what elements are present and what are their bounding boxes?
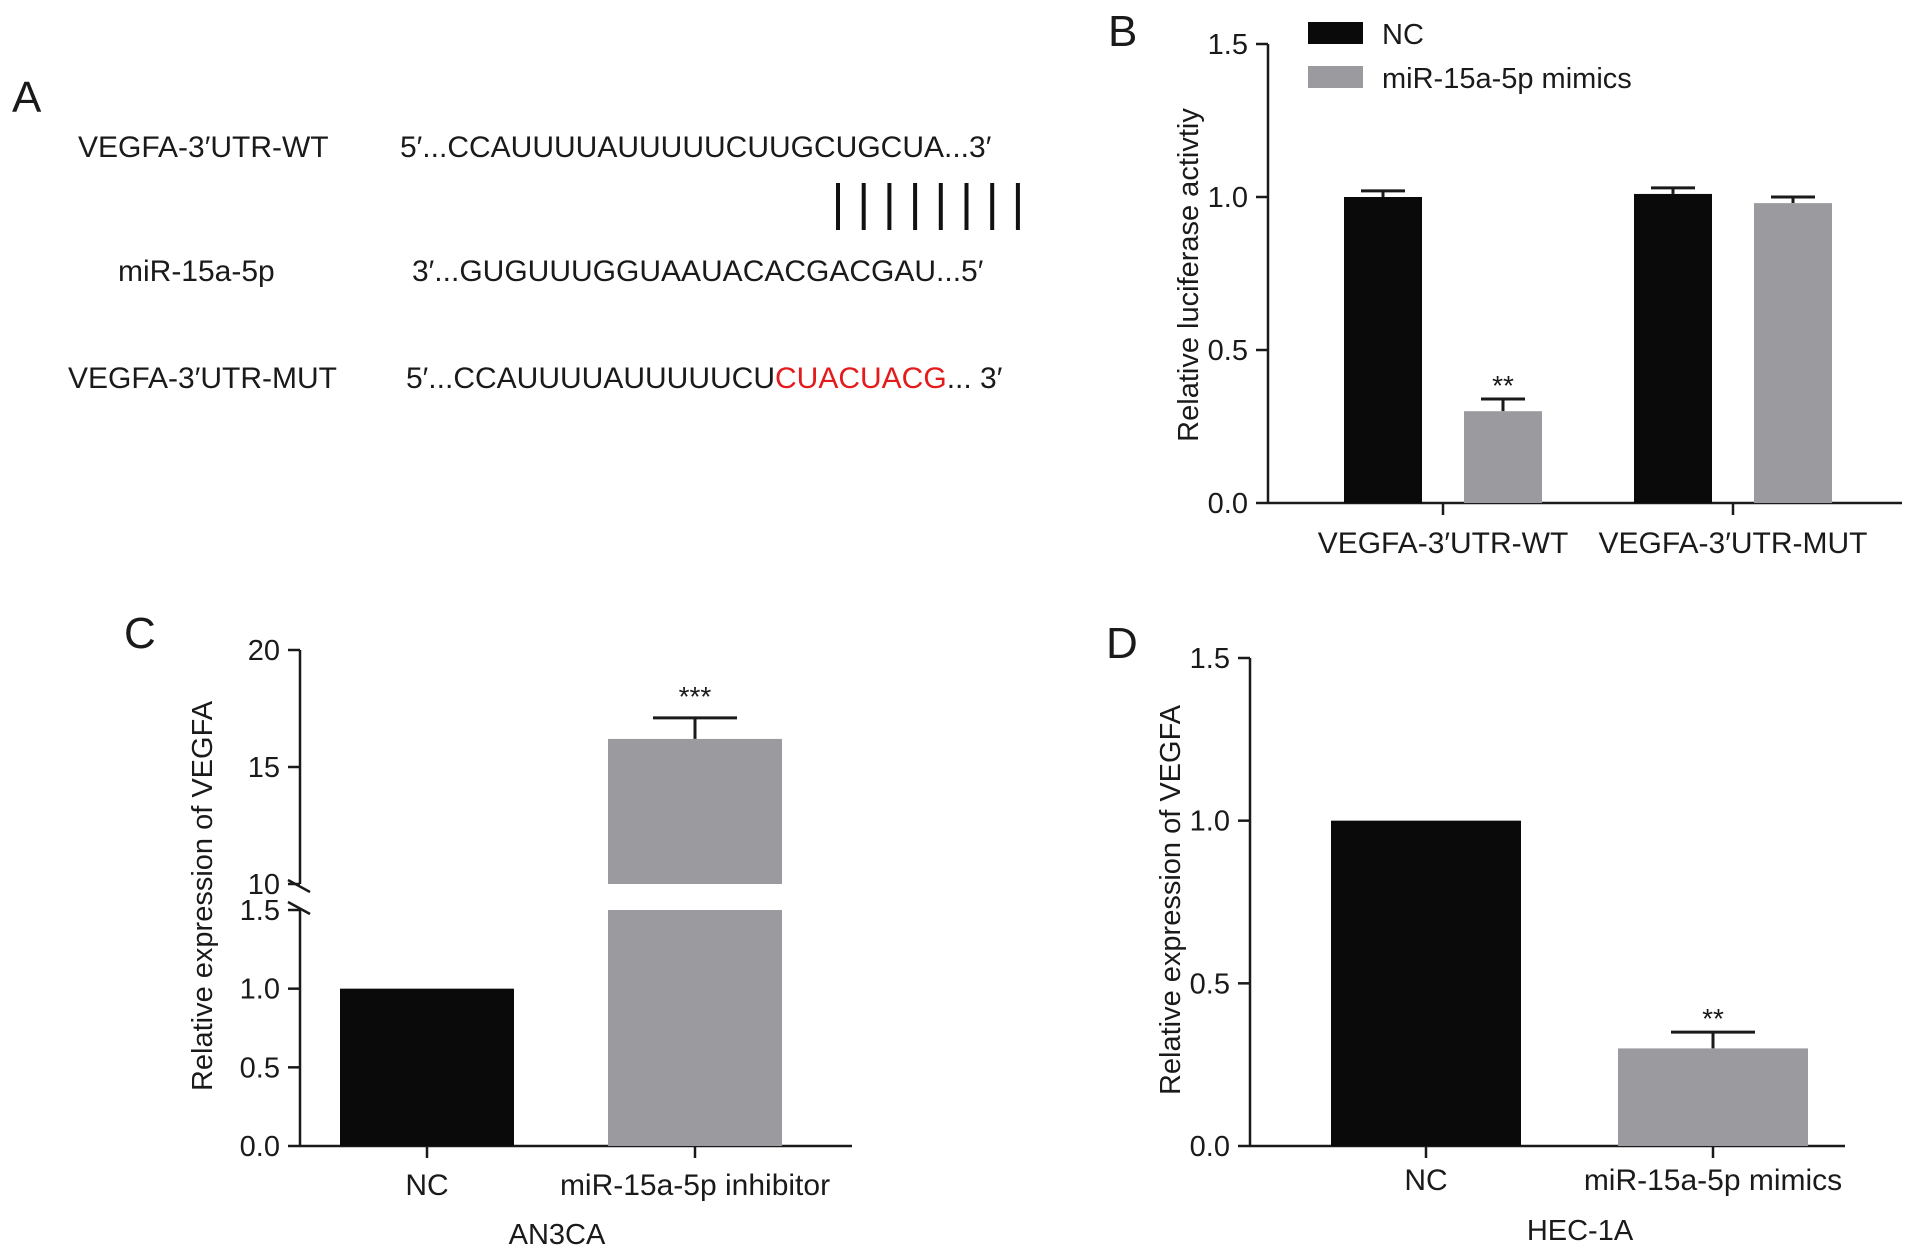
mut-label: VEGFA-3′UTR-MUT bbox=[68, 362, 337, 395]
y-tick-label: 0.5 bbox=[240, 1052, 280, 1084]
y-tick-label: 1.0 bbox=[1190, 806, 1230, 838]
axis-break-mark bbox=[287, 900, 311, 916]
y-tick-label: 1.5 bbox=[240, 895, 280, 927]
base-pair-lines bbox=[836, 183, 1020, 230]
panel-letter-b: B bbox=[1108, 7, 1137, 56]
mut-prefix: 5′... bbox=[406, 362, 453, 395]
bar-lower-segment bbox=[608, 910, 782, 1146]
x-tick-label: VEGFA-3′UTR-MUT bbox=[1599, 527, 1868, 560]
bar bbox=[1618, 1048, 1808, 1146]
chart-d-xlabel: HEC-1A bbox=[1527, 1215, 1634, 1247]
y-tick-label: 1.5 bbox=[1208, 29, 1248, 61]
legend-label-nc: NC bbox=[1382, 19, 1424, 51]
panel-letter-a: A bbox=[12, 73, 42, 122]
panel-letter-d: D bbox=[1106, 619, 1138, 668]
y-tick-label: 1.0 bbox=[1208, 182, 1248, 214]
chart-c-an3ca: Relative expression of VEGFA 0.0 0.5 1.0 1.… bbox=[187, 635, 852, 1251]
mirna-bases: GUGUUUGGUAAUACACGACGAU bbox=[459, 255, 936, 288]
chart-c-xlabel: AN3CA bbox=[509, 1219, 606, 1251]
y-tick-label: 15 bbox=[248, 752, 280, 784]
x-tick-label: NC bbox=[405, 1169, 448, 1202]
significance-label: ** bbox=[1492, 370, 1514, 401]
chart-c-ylabel: Relative expression of VEGFA bbox=[187, 700, 219, 1091]
chart-b-luciferase: Relative luciferase activtiy 0.0 0.5 1.0 1.… bbox=[1173, 19, 1902, 560]
chart-b-marks: 0.0 0.5 1.0 1.5 VEGFA-3′UTR-WT VEGFA-3′UTR-MU… bbox=[1208, 29, 1902, 560]
bar bbox=[1754, 203, 1832, 503]
y-tick-label: 0.0 bbox=[1190, 1131, 1230, 1163]
chart-b-ylabel: Relative luciferase activtiy bbox=[1173, 108, 1205, 442]
mirna-prefix: 3′... bbox=[412, 255, 459, 288]
panel-a-sequences: VEGFA-3′UTR-WT 5′...CCAUUUUAUUUUUCUUGCUG… bbox=[68, 131, 1020, 395]
y-tick-label: 1.5 bbox=[1190, 643, 1230, 675]
mut-bases: CCAUUUUAUUUUUCU bbox=[453, 362, 775, 395]
panel-letter-c: C bbox=[124, 609, 156, 658]
legend-label-mimics: miR-15a-5p mimics bbox=[1382, 63, 1632, 95]
x-tick-label: VEGFA-3′UTR-WT bbox=[1318, 527, 1569, 560]
y-tick-label: 0.0 bbox=[1208, 488, 1248, 520]
legend-swatch-mimics bbox=[1308, 66, 1363, 88]
significance-label: ** bbox=[1702, 1003, 1724, 1034]
legend-swatch-nc bbox=[1308, 22, 1363, 44]
y-tick-label: 20 bbox=[248, 635, 280, 667]
bar bbox=[1344, 197, 1422, 503]
y-tick-label: 0.0 bbox=[240, 1131, 280, 1163]
wt-suffix: ...3′ bbox=[944, 131, 992, 164]
bar bbox=[1634, 193, 1712, 503]
significance-label: *** bbox=[679, 681, 712, 712]
chart-d-ylabel: Relative expression of VEGFA bbox=[1155, 704, 1187, 1095]
y-tick-label: 1.0 bbox=[240, 974, 280, 1006]
y-tick-label: 0.5 bbox=[1190, 968, 1230, 1000]
wt-sequence: 5′...CCAUUUUAUUUUUCUUGCUGCUA...3′ bbox=[400, 131, 992, 164]
mirna-sequence: 3′...GUGUUUGGUAAUACACGACGAU...5′ bbox=[412, 255, 984, 288]
mut-suffix: ... 3′ bbox=[947, 362, 1003, 395]
x-tick-label: miR-15a-5p mimics bbox=[1584, 1164, 1842, 1197]
mut-sequence: 5′...CCAUUUUAUUUUUCUCUACUACG... 3′ bbox=[406, 362, 1003, 395]
wt-prefix: 5′... bbox=[400, 131, 447, 164]
bar bbox=[1464, 411, 1542, 503]
chart-c-marks: 0.0 0.5 1.0 1.510 15 20 NC miR-15a-5p inhibitor… bbox=[240, 635, 852, 1202]
chart-d-hec1a: Relative expression of VEGFA 0.0 0.5 1.0 1.… bbox=[1155, 643, 1845, 1247]
mirna-suffix: ...5′ bbox=[936, 255, 984, 288]
bar bbox=[1331, 820, 1521, 1146]
axis-break-mark bbox=[287, 878, 311, 894]
y-tick-label: 10 bbox=[248, 869, 280, 901]
bar-upper-segment bbox=[608, 738, 782, 884]
wt-label: VEGFA-3′UTR-WT bbox=[78, 131, 329, 164]
chart-d-marks: 0.0 0.5 1.0 1.5 NC miR-15a-5p mimics ** bbox=[1190, 643, 1845, 1197]
bar bbox=[340, 988, 514, 1146]
y-tick-label: 0.5 bbox=[1208, 335, 1248, 367]
chart-b-legend: NC miR-15a-5p mimics bbox=[1308, 19, 1632, 95]
mut-mutated-bases: CUACUACG bbox=[775, 362, 947, 395]
x-tick-label: NC bbox=[1404, 1164, 1447, 1197]
x-tick-label: miR-15a-5p inhibitor bbox=[560, 1169, 830, 1202]
wt-bases: CCAUUUUAUUUUUCUUGCUGCUA bbox=[447, 131, 944, 164]
mirna-label: miR-15a-5p bbox=[118, 255, 275, 288]
